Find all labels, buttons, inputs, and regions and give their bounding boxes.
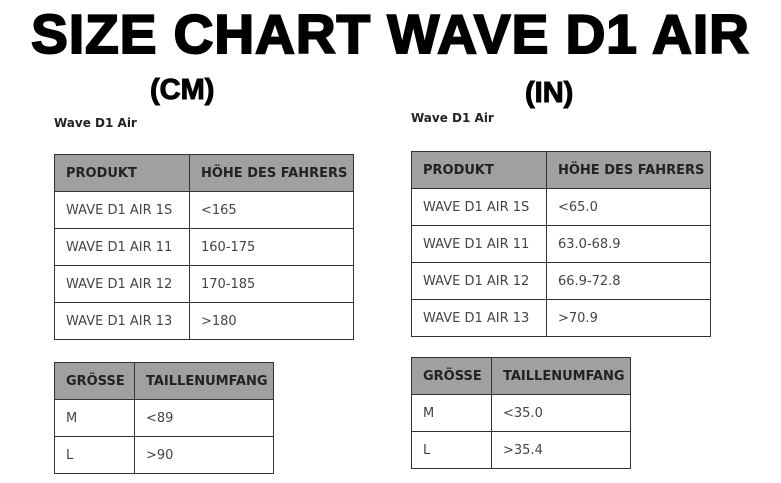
table-cell: WAVE D1 AIR 1S	[411, 188, 547, 226]
header-row: PRODUKT HÖHE DES FAHRERS	[411, 151, 711, 189]
cm-height-table: PRODUKT HÖHE DES FAHRERS WAVE D1 AIR 1S <16…	[54, 154, 354, 340]
table-cell: WAVE D1 AIR 11	[54, 228, 190, 266]
table-cell: WAVE D1 AIR 12	[54, 265, 190, 303]
table-cell: >70.9	[546, 299, 711, 337]
table-cell: L	[411, 431, 492, 469]
table-row: WAVE D1 AIR 1S <65.0	[411, 188, 711, 226]
table-cell: <165	[189, 191, 354, 229]
table-cell: WAVE D1 AIR 13	[411, 299, 547, 337]
table-cell: <35.0	[491, 394, 631, 432]
table-row: L >35.4	[411, 431, 631, 469]
table-cell: L	[54, 436, 135, 474]
page-title: SIZE CHART WAVE D1 AIR	[30, 2, 750, 66]
in-size-table: GRÖSSE TAILLENUMFANG M <35.0 L >35.4	[411, 357, 631, 469]
table-row: WAVE D1 AIR 13 >180	[54, 302, 354, 340]
table-cell: WAVE D1 AIR 13	[54, 302, 190, 340]
table-row: WAVE D1 AIR 1S <165	[54, 191, 354, 229]
table-cell: WAVE D1 AIR 1S	[54, 191, 190, 229]
table-row: WAVE D1 AIR 11 160-175	[54, 228, 354, 266]
column-header: GRÖSSE	[411, 357, 492, 395]
cm-subtitle: Wave D1 Air	[54, 116, 137, 130]
table-row: M <89	[54, 399, 274, 437]
in-unit-label: (IN)	[524, 77, 574, 110]
column-header: GRÖSSE	[54, 362, 135, 400]
table-row: WAVE D1 AIR 11 63.0-68.9	[411, 225, 711, 263]
in-height-table: PRODUKT HÖHE DES FAHRERS WAVE D1 AIR 1S <65…	[411, 151, 711, 337]
column-header: PRODUKT	[411, 151, 547, 189]
column-header: TAILLENUMFANG	[491, 357, 631, 395]
table-cell: 66.9-72.8	[546, 262, 711, 300]
table-cell: >180	[189, 302, 354, 340]
table-cell: WAVE D1 AIR 12	[411, 262, 547, 300]
header-row: GRÖSSE TAILLENUMFANG	[411, 357, 631, 395]
table-cell: 160-175	[189, 228, 354, 266]
table-cell: M	[411, 394, 492, 432]
table-cell: WAVE D1 AIR 11	[411, 225, 547, 263]
cm-unit-label: (CM)	[149, 74, 215, 107]
column-header: TAILLENUMFANG	[134, 362, 274, 400]
column-header: PRODUKT	[54, 154, 190, 192]
table-cell: M	[54, 399, 135, 437]
table-row: WAVE D1 AIR 12 170-185	[54, 265, 354, 303]
table-row: WAVE D1 AIR 13 >70.9	[411, 299, 711, 337]
table-row: WAVE D1 AIR 12 66.9-72.8	[411, 262, 711, 300]
table-cell: <65.0	[546, 188, 711, 226]
table-cell: 170-185	[189, 265, 354, 303]
header-row: GRÖSSE TAILLENUMFANG	[54, 362, 274, 400]
in-subtitle: Wave D1 Air	[411, 111, 494, 125]
table-cell: >90	[134, 436, 274, 474]
cm-size-table: GRÖSSE TAILLENUMFANG M <89 L >90	[54, 362, 274, 474]
table-cell: <89	[134, 399, 274, 437]
table-row: M <35.0	[411, 394, 631, 432]
table-cell: 63.0-68.9	[546, 225, 711, 263]
column-header: HÖHE DES FAHRERS	[189, 154, 354, 192]
table-row: L >90	[54, 436, 274, 474]
table-cell: >35.4	[491, 431, 631, 469]
header-row: PRODUKT HÖHE DES FAHRERS	[54, 154, 354, 192]
column-header: HÖHE DES FAHRERS	[546, 151, 711, 189]
